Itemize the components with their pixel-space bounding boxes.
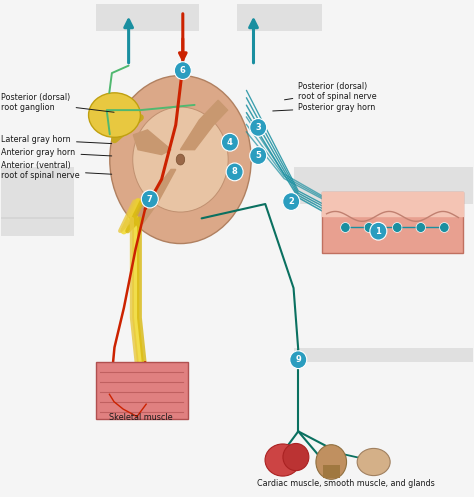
Ellipse shape	[316, 445, 346, 479]
Polygon shape	[181, 100, 228, 150]
Bar	[237, 4, 322, 31]
Circle shape	[174, 62, 191, 80]
Ellipse shape	[110, 76, 251, 244]
FancyBboxPatch shape	[322, 192, 463, 253]
Circle shape	[341, 223, 350, 233]
Circle shape	[226, 163, 243, 181]
Bar	[1, 189, 74, 204]
Text: Posterior gray horn: Posterior gray horn	[273, 103, 375, 112]
Text: 4: 4	[227, 138, 233, 147]
Polygon shape	[133, 130, 171, 155]
Text: Posterior (dorsal)
root of spinal nerve: Posterior (dorsal) root of spinal nerve	[284, 82, 377, 101]
Text: 5: 5	[255, 151, 261, 160]
Text: 7: 7	[147, 195, 153, 204]
Circle shape	[392, 223, 402, 233]
FancyBboxPatch shape	[96, 362, 188, 419]
Circle shape	[290, 351, 307, 369]
Text: 6: 6	[180, 66, 186, 75]
Circle shape	[364, 223, 374, 233]
Bar	[1, 167, 74, 189]
Polygon shape	[133, 169, 176, 224]
Ellipse shape	[283, 443, 309, 471]
Bar	[293, 348, 473, 362]
Text: 2: 2	[288, 197, 294, 206]
Bar	[1, 217, 74, 236]
Bar	[293, 189, 473, 204]
Ellipse shape	[357, 448, 390, 476]
Circle shape	[221, 133, 238, 151]
Circle shape	[283, 193, 300, 210]
Text: Anterior (ventral)
root of spinal nerve: Anterior (ventral) root of spinal nerve	[1, 161, 112, 180]
Text: 1: 1	[375, 227, 381, 236]
Ellipse shape	[133, 107, 228, 212]
Text: 9: 9	[295, 355, 301, 364]
Circle shape	[439, 223, 449, 233]
Text: Posterior (dorsal)
root ganglion: Posterior (dorsal) root ganglion	[1, 93, 114, 112]
Text: 3: 3	[255, 123, 261, 132]
Bar	[293, 167, 473, 189]
Ellipse shape	[265, 444, 301, 476]
Circle shape	[250, 118, 267, 136]
Circle shape	[141, 190, 158, 208]
Text: 8: 8	[232, 167, 237, 176]
Circle shape	[416, 223, 426, 233]
Ellipse shape	[176, 154, 185, 165]
Text: Cardiac muscle, smooth muscle, and glands: Cardiac muscle, smooth muscle, and gland…	[256, 479, 434, 488]
Bar	[96, 4, 199, 31]
Text: Lateral gray horn: Lateral gray horn	[1, 135, 112, 144]
Circle shape	[370, 222, 387, 240]
Bar	[323, 466, 340, 478]
Text: Skeletal muscle: Skeletal muscle	[109, 414, 172, 422]
Circle shape	[250, 147, 267, 165]
Text: Anterior gray horn: Anterior gray horn	[1, 148, 112, 157]
Bar	[1, 204, 74, 219]
Ellipse shape	[89, 93, 140, 137]
